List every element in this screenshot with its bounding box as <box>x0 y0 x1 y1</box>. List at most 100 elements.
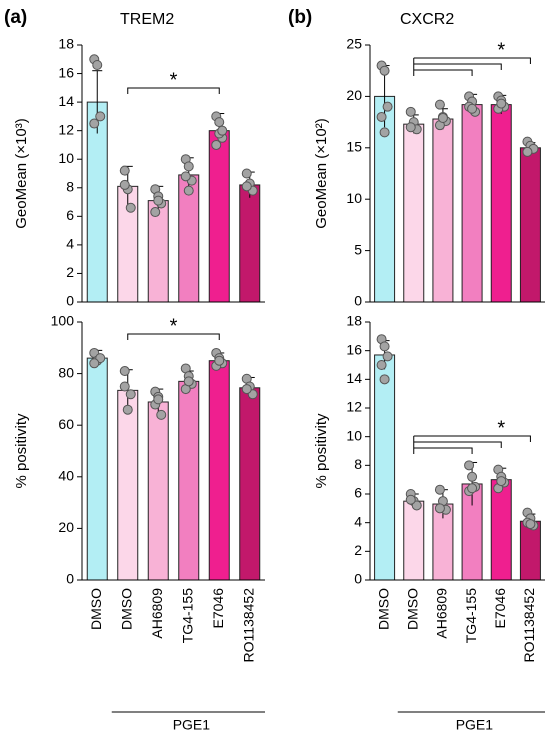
bar <box>490 104 512 303</box>
data-point <box>379 65 390 76</box>
data-point <box>125 202 136 213</box>
data-point <box>405 494 416 505</box>
bar <box>374 354 396 581</box>
data-point <box>467 483 478 494</box>
significance-bracket <box>413 57 531 64</box>
data-point <box>382 351 393 362</box>
significance-bracket <box>413 447 473 454</box>
data-point <box>119 366 130 377</box>
data-point <box>464 460 475 471</box>
y-tick-label: 4 <box>66 236 74 252</box>
y-tick-label: 2 <box>66 264 74 280</box>
data-point <box>217 125 228 136</box>
x-tick-label: RO1138452 <box>521 588 537 663</box>
data-point <box>122 404 133 415</box>
data-point <box>180 171 191 182</box>
y-tick-label: 10 <box>58 150 74 166</box>
data-point <box>467 471 478 482</box>
significance-label: * <box>170 69 178 91</box>
data-point <box>89 118 100 129</box>
data-point <box>153 195 164 206</box>
y-tick-label: 14 <box>346 370 362 386</box>
x-tick-label: E7046 <box>210 588 226 629</box>
y-tick-label: 8 <box>66 178 74 194</box>
y-tick-label: 6 <box>66 207 74 223</box>
y-tick-label: 14 <box>58 93 74 109</box>
y-tick-label: 2 <box>354 542 362 558</box>
y-axis-label: GeoMean (×10³) <box>13 118 30 228</box>
data-point <box>376 111 387 122</box>
data-point <box>119 381 130 392</box>
y-tick-label: 20 <box>58 519 74 535</box>
y-tick-label: 10 <box>346 190 362 206</box>
group-label: PGE1 <box>456 717 494 733</box>
x-tick-label: DMSO <box>404 588 420 630</box>
data-point <box>437 112 448 123</box>
data-point <box>241 181 252 192</box>
bar <box>147 401 169 581</box>
panel-label: (b) <box>288 7 312 28</box>
data-point <box>92 59 103 70</box>
y-tick-label: 0 <box>354 293 362 309</box>
data-point <box>496 98 507 109</box>
data-point <box>467 103 478 114</box>
bar <box>403 500 425 581</box>
y-tick-label: 80 <box>58 364 74 380</box>
significance-label: * <box>497 39 505 61</box>
x-tick-label: RO1138452 <box>240 588 256 663</box>
bar <box>519 147 541 303</box>
y-tick-label: 5 <box>354 241 362 257</box>
y-tick-label: 18 <box>58 36 74 52</box>
data-point <box>214 355 225 366</box>
bar <box>208 360 230 581</box>
data-point <box>125 389 136 400</box>
bar <box>432 118 454 303</box>
y-tick-label: 6 <box>354 485 362 501</box>
y-axis-label: GeoMean (×10²) <box>313 118 330 228</box>
bar <box>208 130 230 303</box>
y-tick-label: 20 <box>346 87 362 103</box>
y-tick-label: 0 <box>354 571 362 587</box>
y-tick-label: 15 <box>346 139 362 155</box>
y-axis-label: % positivity <box>313 413 330 489</box>
data-point <box>522 146 533 157</box>
y-tick-label: 40 <box>58 468 74 484</box>
data-point <box>95 111 106 122</box>
x-tick-label: DMSO <box>375 588 391 630</box>
y-tick-label: 12 <box>346 399 362 415</box>
y-tick-label: 100 <box>51 313 75 329</box>
y-tick-label: 18 <box>346 313 362 329</box>
x-tick-label: AH6809 <box>434 588 450 639</box>
data-point <box>376 360 387 370</box>
significance-bracket <box>413 435 531 442</box>
significance-label: * <box>497 417 505 439</box>
data-point <box>214 117 225 128</box>
x-tick-label: DMSO <box>88 588 104 630</box>
y-tick-label: 10 <box>346 427 362 443</box>
group-label: PGE1 <box>173 717 211 733</box>
significance-bracket <box>127 87 220 94</box>
data-point <box>153 394 164 405</box>
x-tick-label: AH6809 <box>149 588 165 639</box>
data-point <box>211 139 222 150</box>
data-point <box>411 500 422 511</box>
y-tick-label: 16 <box>346 341 362 357</box>
y-tick-label: 8 <box>354 456 362 472</box>
significance-bracket <box>413 441 502 448</box>
bar <box>178 380 200 581</box>
chart-title: TREM2 <box>120 11 174 28</box>
chart-title: CXCR2 <box>400 11 454 28</box>
significance-bracket <box>127 333 220 340</box>
y-tick-label: 60 <box>58 416 74 432</box>
data-point <box>119 165 130 176</box>
bar <box>239 184 261 303</box>
data-point <box>183 161 194 172</box>
x-tick-label: E7046 <box>492 588 508 629</box>
significance-bracket <box>413 69 473 76</box>
data-point <box>379 374 390 385</box>
y-tick-label: 12 <box>58 121 74 137</box>
data-point <box>434 503 445 514</box>
data-point <box>434 99 445 110</box>
x-tick-label: TG4-155 <box>179 588 195 643</box>
